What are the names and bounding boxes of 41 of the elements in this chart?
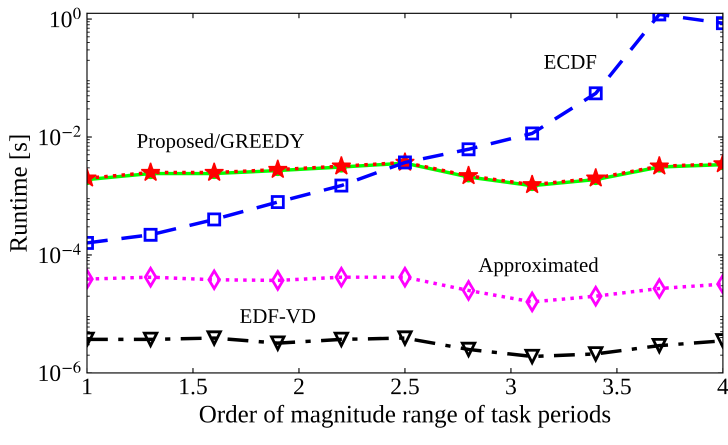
x-tick-label: 3 <box>506 378 516 394</box>
point <box>331 156 352 175</box>
x-tick-label: 1.5 <box>180 378 207 394</box>
point <box>144 228 158 242</box>
point <box>334 332 349 348</box>
point <box>588 86 603 100</box>
point <box>334 178 348 193</box>
point <box>652 338 667 354</box>
x-axis-title: Order of magnitude range of task periods <box>200 404 610 428</box>
point <box>207 212 222 226</box>
point <box>649 156 670 175</box>
point <box>270 195 285 209</box>
point <box>588 346 604 362</box>
point <box>524 348 540 364</box>
x-tick-label: 2 <box>294 378 304 394</box>
point <box>206 330 222 346</box>
x-tick-label: 2.5 <box>391 378 419 394</box>
annotation: Proposed/GREEDY <box>137 133 304 152</box>
x-tick-label: 4 <box>717 378 728 394</box>
point <box>522 174 542 194</box>
annotation: EDF-VD <box>240 309 316 324</box>
point <box>460 342 476 358</box>
point <box>462 142 476 156</box>
y-tick-label: 10$^{−6}$ <box>40 361 81 382</box>
annotation: ECDF <box>544 54 596 69</box>
point <box>142 332 158 348</box>
point <box>204 162 224 182</box>
x-tick-label: 1 <box>83 378 92 394</box>
y-axis-title: Runtime [s] <box>9 136 30 252</box>
point <box>525 126 540 140</box>
annotation: Approximated <box>478 257 598 276</box>
point <box>458 165 478 184</box>
point <box>270 335 286 351</box>
point <box>586 168 606 187</box>
x-tick-label: 3.5 <box>603 378 631 394</box>
y-tick-label: 10$^{0}$ <box>50 8 81 28</box>
point <box>268 159 288 178</box>
y-tick-label: 10$^{−2}$ <box>40 126 81 146</box>
y-tick-label: 10$^{−4}$ <box>40 244 81 264</box>
point <box>397 330 413 346</box>
point <box>140 162 161 182</box>
